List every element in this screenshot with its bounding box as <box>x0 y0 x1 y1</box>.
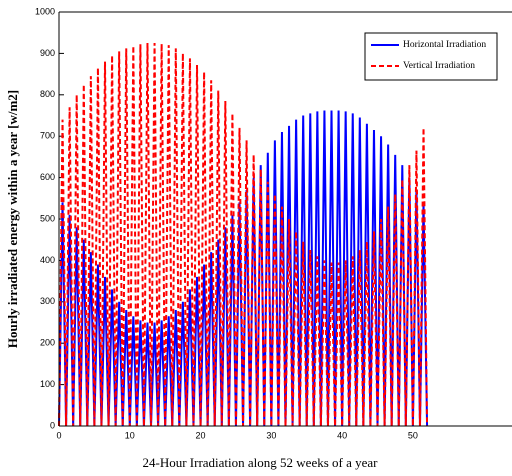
y-tick-label: 100 <box>40 379 55 389</box>
x-axis-label: 24-Hour Irradiation along 52 weeks of a … <box>143 455 379 470</box>
y-tick-label: 0 <box>50 420 55 430</box>
x-tick-label: 50 <box>408 430 418 440</box>
x-tick-label: 10 <box>125 430 135 440</box>
x-tick-label: 0 <box>56 430 61 440</box>
y-tick-label: 700 <box>40 131 55 141</box>
y-tick-label: 900 <box>40 48 55 58</box>
legend-label: Horizontal Irradiation <box>403 40 486 50</box>
y-axis-label: Hourly irradiated energy within a year [… <box>5 90 20 348</box>
legend-box <box>364 32 498 81</box>
y-tick-label: 1000 <box>35 6 55 16</box>
y-tick-label: 600 <box>40 172 55 182</box>
y-tick-label: 200 <box>40 338 55 348</box>
legend-label: Vertical Irradiation <box>403 61 475 71</box>
y-tick-label: 800 <box>40 89 55 99</box>
y-tick-label: 400 <box>40 255 55 265</box>
y-tick-label: 500 <box>40 213 55 223</box>
x-tick-label: 20 <box>196 430 206 440</box>
y-tick-label: 300 <box>40 296 55 306</box>
x-tick-label: 30 <box>266 430 276 440</box>
x-tick-label: 40 <box>337 430 347 440</box>
